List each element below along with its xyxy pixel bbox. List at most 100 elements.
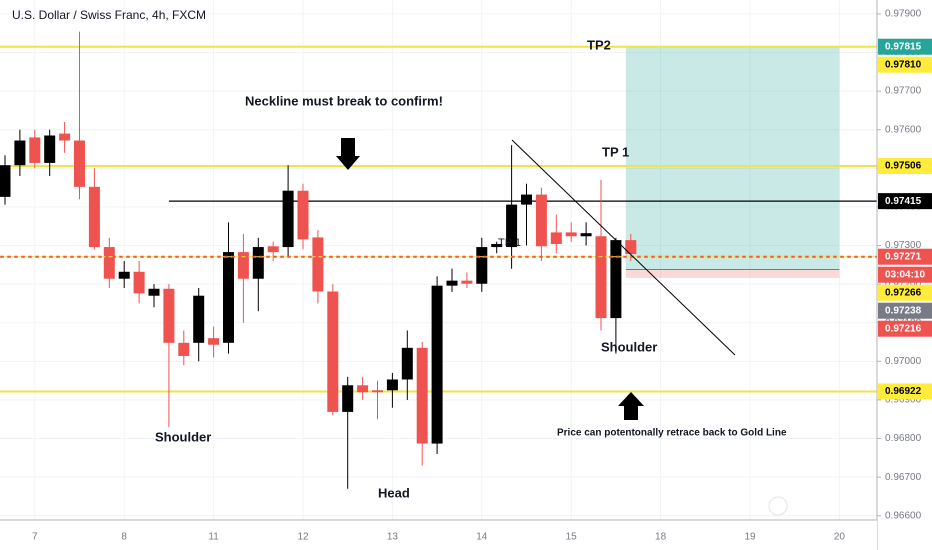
annotation: Head <box>378 485 410 500</box>
candle-body <box>565 232 577 237</box>
time-axis: 7 8 11 12 13 14 15 18 19 20 <box>0 519 877 550</box>
candle-body <box>431 285 443 444</box>
x-tick-label: 14 <box>476 532 488 543</box>
candle-body <box>103 247 115 279</box>
candle-body <box>59 133 71 141</box>
target-zone <box>625 46 840 270</box>
candle-body <box>461 280 473 284</box>
candle-body <box>297 190 309 240</box>
price-badge-label: 0.97810 <box>885 59 922 70</box>
x-tick-label: 18 <box>655 532 667 543</box>
price-badge <box>878 284 932 301</box>
x-tick-label: 15 <box>566 532 578 543</box>
price-badge-label: 0.97216 <box>885 323 922 334</box>
icon <box>768 496 788 516</box>
candle-body <box>550 232 562 244</box>
candle-body <box>416 347 428 444</box>
price-axis: 0.966000.967000.968000.969000.970000.971… <box>876 0 932 550</box>
price-badge <box>878 266 932 283</box>
candle-body <box>386 379 398 391</box>
candle-body <box>372 390 383 393</box>
plot <box>0 31 877 489</box>
candle-body <box>74 140 85 187</box>
time-bg <box>0 520 877 550</box>
candle-body <box>610 240 622 319</box>
candle-body <box>237 252 249 279</box>
candle-body <box>178 342 190 356</box>
annotation: Shoulder <box>155 429 211 444</box>
y-tick-label: 0.97000 <box>885 356 922 367</box>
price-badge <box>878 157 932 174</box>
y-tick-label: 0.96900 <box>885 395 922 406</box>
x-tick-label: 19 <box>744 532 756 543</box>
annotation: Price can potentonally retrace back to G… <box>557 428 787 439</box>
grid <box>0 0 877 520</box>
price-badge <box>878 193 932 210</box>
annotation: TP 1 <box>602 144 629 159</box>
price-badge-label: 0.97238 <box>885 305 922 316</box>
y-tick-label: 0.96700 <box>885 472 922 483</box>
candle-body <box>29 137 41 163</box>
candle-body <box>44 135 56 163</box>
price-badge <box>878 302 932 319</box>
candle-body <box>163 288 175 343</box>
price-badge <box>878 38 932 55</box>
y-tick-label: 0.97900 <box>885 9 922 20</box>
stop-zone <box>625 269 840 278</box>
x-tick-label: 20 <box>834 532 846 543</box>
candle-body <box>357 385 369 393</box>
chart-title: U.S. Dollar / Swiss Franc, 4h, FXCM <box>12 8 206 22</box>
price-badge-label: 0.96922 <box>885 386 922 397</box>
price-badge <box>878 248 932 265</box>
candle-body <box>327 291 339 412</box>
candle-body <box>118 271 130 279</box>
trendline <box>511 139 736 356</box>
candle-body <box>133 271 145 294</box>
y-tick-label: 0.96800 <box>885 433 922 444</box>
y-tick-label: 0.97300 <box>885 240 922 251</box>
price-badge <box>878 320 932 337</box>
candle-body <box>401 347 413 380</box>
candle-body <box>535 194 547 247</box>
candle-body <box>208 338 220 345</box>
candle-body <box>446 280 458 286</box>
annotation: Neckline must break to confirm! <box>245 93 443 108</box>
candle-body <box>148 288 160 296</box>
candle-body <box>625 240 637 255</box>
candle-body <box>521 194 532 205</box>
price-badge-label: 0.97506 <box>885 161 922 172</box>
y-tick-label: 0.96600 <box>885 510 922 521</box>
candle-body <box>595 236 607 319</box>
candle-body <box>0 165 11 197</box>
candle-body <box>491 243 503 248</box>
candle-body <box>282 190 294 248</box>
candle-body <box>223 252 234 343</box>
candle-body <box>342 385 354 412</box>
candle-body <box>580 233 592 237</box>
x-tick-label: 12 <box>297 532 309 543</box>
x-tick-label: 7 <box>32 532 38 543</box>
annotation: TP2 <box>587 37 611 52</box>
annotation: Shoulder <box>601 339 657 354</box>
candle-body <box>267 246 279 253</box>
price-badge <box>878 383 932 400</box>
up-arrow <box>618 392 644 420</box>
candle-body <box>14 140 26 166</box>
price-badge <box>878 56 932 73</box>
price-badge-label: 0.97266 <box>885 287 922 298</box>
x-tick-label: 11 <box>208 532 219 543</box>
annotation: TP 1 <box>498 237 521 249</box>
price-badge-label: 03:04:10 <box>885 269 925 280</box>
y-tick-label: 0.97600 <box>885 124 922 135</box>
candle-body <box>312 237 324 292</box>
x-tick-label: 13 <box>387 532 399 543</box>
down-arrow <box>336 138 360 170</box>
price-badge-label: 0.97815 <box>885 41 922 52</box>
candle-body <box>193 295 205 343</box>
candle-body <box>252 247 264 279</box>
candle-body <box>506 204 518 248</box>
y-tick-label: 0.97200 <box>885 279 922 290</box>
price-badge-label: 0.97271 <box>885 251 922 262</box>
